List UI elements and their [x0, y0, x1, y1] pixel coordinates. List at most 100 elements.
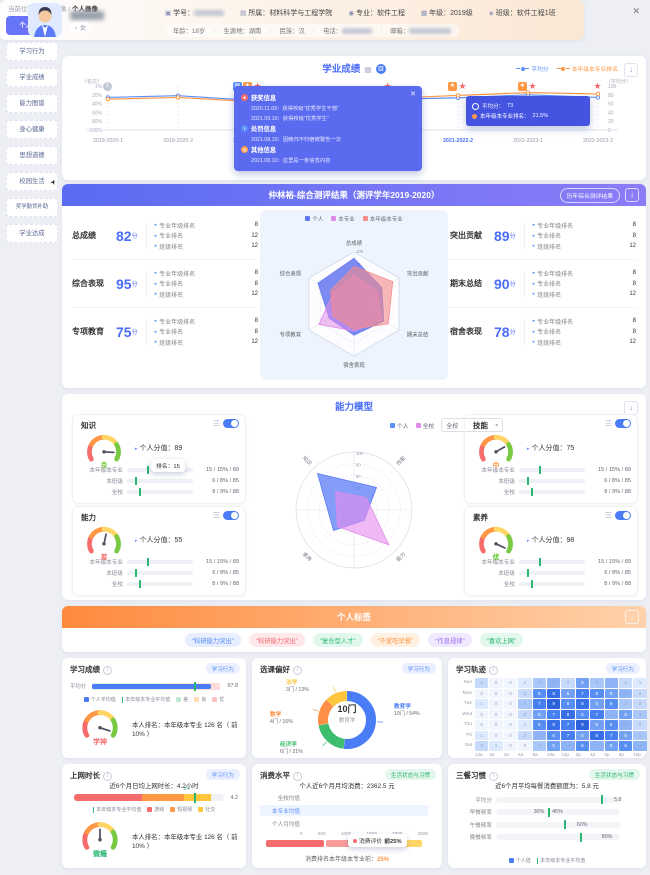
study-behavior-button[interactable]: 学习行为 — [205, 769, 240, 780]
heatmap-cell[interactable]: 6 — [618, 741, 633, 751]
heatmap-cell[interactable]: 0 — [503, 699, 518, 709]
heatmap-cell[interactable]: 8 — [590, 730, 604, 740]
heatmap-cell[interactable]: 4 — [604, 709, 618, 719]
legend-item-个人[interactable]: 个人 — [305, 215, 323, 223]
heatmap-cell[interactable]: 0 — [518, 741, 532, 751]
heatmap-cell[interactable]: 6 — [546, 730, 561, 740]
heatmap-cell[interactable]: 0 — [503, 709, 518, 719]
heatmap-cell[interactable]: 4 — [532, 730, 546, 740]
legend-item-平均分[interactable]: 平均分 — [516, 64, 549, 73]
heatmap-cell[interactable]: 1 — [475, 699, 489, 709]
legend-item-本年级本专业[interactable]: 本年级本专业 — [362, 215, 403, 223]
heatmap-cell[interactable]: 2 — [633, 699, 647, 709]
heatmap-cell[interactable]: 0 — [489, 699, 503, 709]
legend-item-个人[interactable]: 个人 — [390, 421, 409, 430]
study-behavior-button[interactable]: 学习行为 — [401, 663, 436, 674]
sidebar-item-能力图谱[interactable]: 能力图谱 — [6, 94, 58, 113]
heatmap-cell[interactable]: 2 — [475, 678, 489, 688]
heatmap-cell[interactable]: 6 — [532, 720, 546, 730]
heatmap-cell[interactable]: 0 — [489, 720, 503, 730]
heatmap-cell[interactable]: 7 — [590, 709, 604, 719]
heatmap-cell[interactable]: 6 — [575, 709, 590, 719]
life-habit-button[interactable]: 生活状态与习惯 — [384, 769, 436, 780]
scope-select[interactable]: 全校 ▾ — [441, 418, 504, 432]
heatmap-cell[interactable]: 3 — [532, 741, 546, 751]
heatmap-cell[interactable]: 0 — [503, 720, 518, 730]
heatmap-cell[interactable]: 7 — [532, 699, 546, 709]
heatmap-cell[interactable]: 4 — [633, 741, 647, 751]
heatmap-cell[interactable]: 3 — [633, 709, 647, 719]
heatmap-cell[interactable]: 1 — [475, 730, 489, 740]
heatmap-cell[interactable]: 7 — [561, 730, 575, 740]
heatmap-cell[interactable]: 0 — [503, 730, 518, 740]
heatmap-cell[interactable]: 5 — [575, 678, 590, 688]
heatmap-cell[interactable]: 1 — [489, 741, 503, 751]
heatmap-cell[interactable]: 5 — [604, 741, 618, 751]
heatmap-cell[interactable]: 2 — [518, 688, 532, 698]
heatmap-cell[interactable]: 1 — [633, 678, 647, 688]
heatmap-cell[interactable]: 0 — [503, 688, 518, 698]
chart-toggle-icon[interactable]: ▥ — [375, 64, 386, 75]
heatmap-cell[interactable]: 6 — [590, 688, 604, 698]
heatmap-cell[interactable]: 4 — [618, 720, 633, 730]
heatmap-cell[interactable]: 7 — [546, 709, 561, 719]
heatmap-cell[interactable]: 6 — [604, 720, 618, 730]
study-behavior-button[interactable]: 学习行为 — [605, 663, 640, 674]
list-icon[interactable]: ☰ — [212, 419, 220, 428]
heatmap-cell[interactable]: 8 — [546, 688, 561, 698]
heatmap-cell[interactable]: 1 — [518, 720, 532, 730]
download-icon[interactable]: ↓ — [624, 63, 638, 77]
sidebar-item-思想道德[interactable]: 思想道德 — [6, 146, 58, 165]
course-donut-chart[interactable]: 教育学 10门 / 54% 经济学 6门 / 21% 数学 4门 / 16% 法学 3门 / … — [252, 672, 442, 756]
heatmap-cell[interactable]: 0 — [489, 678, 503, 688]
heatmap-cell[interactable]: 5 — [604, 688, 618, 698]
legend-item-全校[interactable]: 全校 — [415, 421, 434, 430]
heatmap-cell[interactable]: 5 — [590, 720, 604, 730]
heatmap-cell[interactable]: 6 — [575, 741, 590, 751]
grid-toggle-icon[interactable]: ▦ — [364, 64, 372, 74]
heatmap-cell[interactable]: 1 — [518, 678, 532, 688]
legend-item-本年级本专业排名[interactable]: 本年级本专业排名 — [556, 64, 618, 73]
medal-icon[interactable]: ★ — [448, 82, 457, 91]
download-icon[interactable]: ↓ — [625, 610, 639, 624]
heatmap-cell[interactable]: 8 — [546, 720, 561, 730]
heatmap-cell[interactable]: 4 — [618, 688, 633, 698]
heatmap-cell[interactable]: 0 — [503, 741, 518, 751]
heatmap-cell[interactable]: 0 — [503, 678, 518, 688]
heatmap-cell[interactable]: 4 — [546, 678, 561, 688]
heatmap-cell[interactable]: 2 — [633, 720, 647, 730]
history-button[interactable]: 历年综合测评结果 — [559, 188, 620, 203]
heatmap-cell[interactable]: 9 — [546, 699, 561, 709]
download-icon[interactable]: ↓ — [625, 188, 639, 202]
study-behavior-button[interactable]: 学习行为 — [205, 663, 240, 674]
heatmap-cell[interactable]: 0 — [489, 730, 503, 740]
life-habit-button[interactable]: 生活状态与习惯 — [588, 769, 640, 780]
star-icon[interactable]: ★ — [593, 81, 602, 91]
list-icon[interactable]: ☰ — [212, 511, 220, 520]
tooltip-close-icon[interactable]: ✕ — [410, 91, 416, 98]
heatmap-cell[interactable]: 5 — [618, 709, 633, 719]
count-badge-icon[interactable]: 1 — [103, 82, 112, 91]
heatmap-cell[interactable]: 8 — [575, 699, 590, 709]
heatmap-cell[interactable]: 9 — [575, 720, 590, 730]
heatmap-cell[interactable]: 5 — [618, 730, 633, 740]
heatmap-cell[interactable]: 5 — [546, 741, 561, 751]
heatmap-cell[interactable]: 2 — [518, 709, 532, 719]
chart-toggle-switch[interactable] — [615, 419, 631, 428]
chart-toggle-switch[interactable] — [223, 419, 239, 428]
heatmap-cell[interactable]: 4 — [590, 741, 604, 751]
heatmap-cell[interactable]: 0 — [475, 709, 489, 719]
star-icon[interactable]: ★ — [528, 81, 537, 91]
heatmap-cell[interactable]: 7 — [561, 720, 575, 730]
sidebar-item-学业成绩[interactable]: 学业成绩 — [6, 68, 58, 87]
sidebar-item-奖学勤贷补助[interactable]: 奖学勤贷补助 — [6, 198, 58, 217]
heatmap-cell[interactable]: 3 — [633, 730, 647, 740]
heatmap-cell[interactable]: 5 — [590, 699, 604, 709]
list-icon[interactable]: ☰ — [604, 419, 612, 428]
heatmap-cell[interactable]: 0 — [489, 688, 503, 698]
heatmap-cell[interactable]: 6 — [604, 699, 618, 709]
heatmap-cell[interactable]: 5 — [575, 730, 590, 740]
legend-item-本专业[interactable]: 本专业 — [331, 215, 355, 223]
heatmap-cell[interactable]: 7 — [604, 730, 618, 740]
heatmap-cell[interactable]: 0 — [475, 720, 489, 730]
